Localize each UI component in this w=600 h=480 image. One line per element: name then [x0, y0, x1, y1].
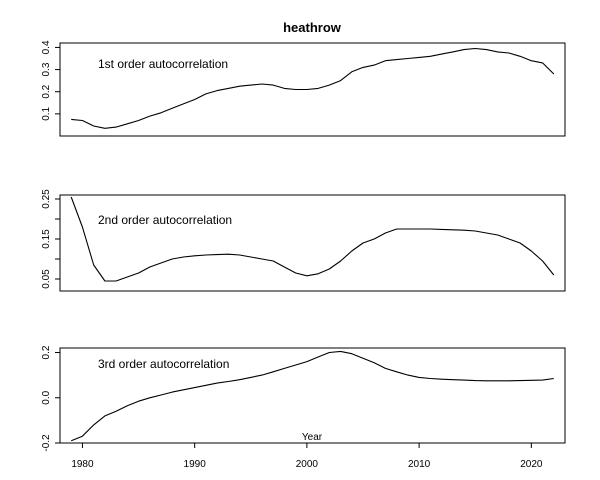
panel-3-y-tick-label: 0.2 [41, 345, 52, 359]
x-axis-label: Year [302, 432, 323, 443]
x-tick-label: 2020 [520, 459, 543, 470]
x-tick-label: 1980 [71, 459, 94, 470]
panel-1-series-line [71, 47, 555, 129]
x-axis: 1980 1990 2000 2010 2020 [71, 443, 543, 470]
panel-2nd-order: 2nd order autocorrelation 0.05 0.15 0.25 [41, 189, 566, 292]
panel-3-y-tick-label: 0.0 [41, 390, 52, 404]
panel-3-frame [59, 347, 566, 444]
panel-1-y-tick-label: 0.3 [41, 62, 52, 76]
x-tick-label: 1990 [184, 459, 207, 470]
panel-2-frame [59, 194, 566, 292]
panel-1st-order: 1st order autocorrelation 0.1 0.2 0.3 0.4 [41, 40, 566, 137]
panel-1-y-axis: 0.1 0.2 0.3 0.4 [41, 40, 60, 121]
panel-2-y-tick-label: 0.15 [41, 229, 52, 249]
panel-3-y-tick-label: -0.2 [41, 434, 52, 452]
panel-1-annotation: 1st order autocorrelation [98, 57, 228, 71]
panel-3-annotation: 3rd order autocorrelation [98, 357, 229, 371]
panel-2-y-axis: 0.05 0.15 0.25 [41, 189, 60, 289]
panel-3-y-axis: -0.2 0.0 0.2 [41, 345, 60, 452]
panel-1-y-tick-label: 0.1 [41, 106, 52, 120]
x-tick-label: 2000 [296, 459, 319, 470]
panel-1-y-tick-label: 0.4 [41, 40, 52, 54]
panel-1-y-tick-label: 0.2 [41, 84, 52, 98]
panel-2-series-line [70, 196, 555, 282]
panel-1-frame [59, 42, 566, 137]
x-tick-label: 2010 [408, 459, 431, 470]
panel-2-annotation: 2nd order autocorrelation [98, 213, 232, 227]
panel-3-series-line [70, 350, 554, 442]
panel-2-y-tick-label: 0.25 [41, 189, 52, 209]
panel-3rd-order: 3rd order autocorrelation -0.2 0.0 0.2 [41, 345, 566, 452]
chart-title: heathrow [283, 20, 342, 35]
panel-2-y-tick-label: 0.05 [41, 269, 52, 289]
